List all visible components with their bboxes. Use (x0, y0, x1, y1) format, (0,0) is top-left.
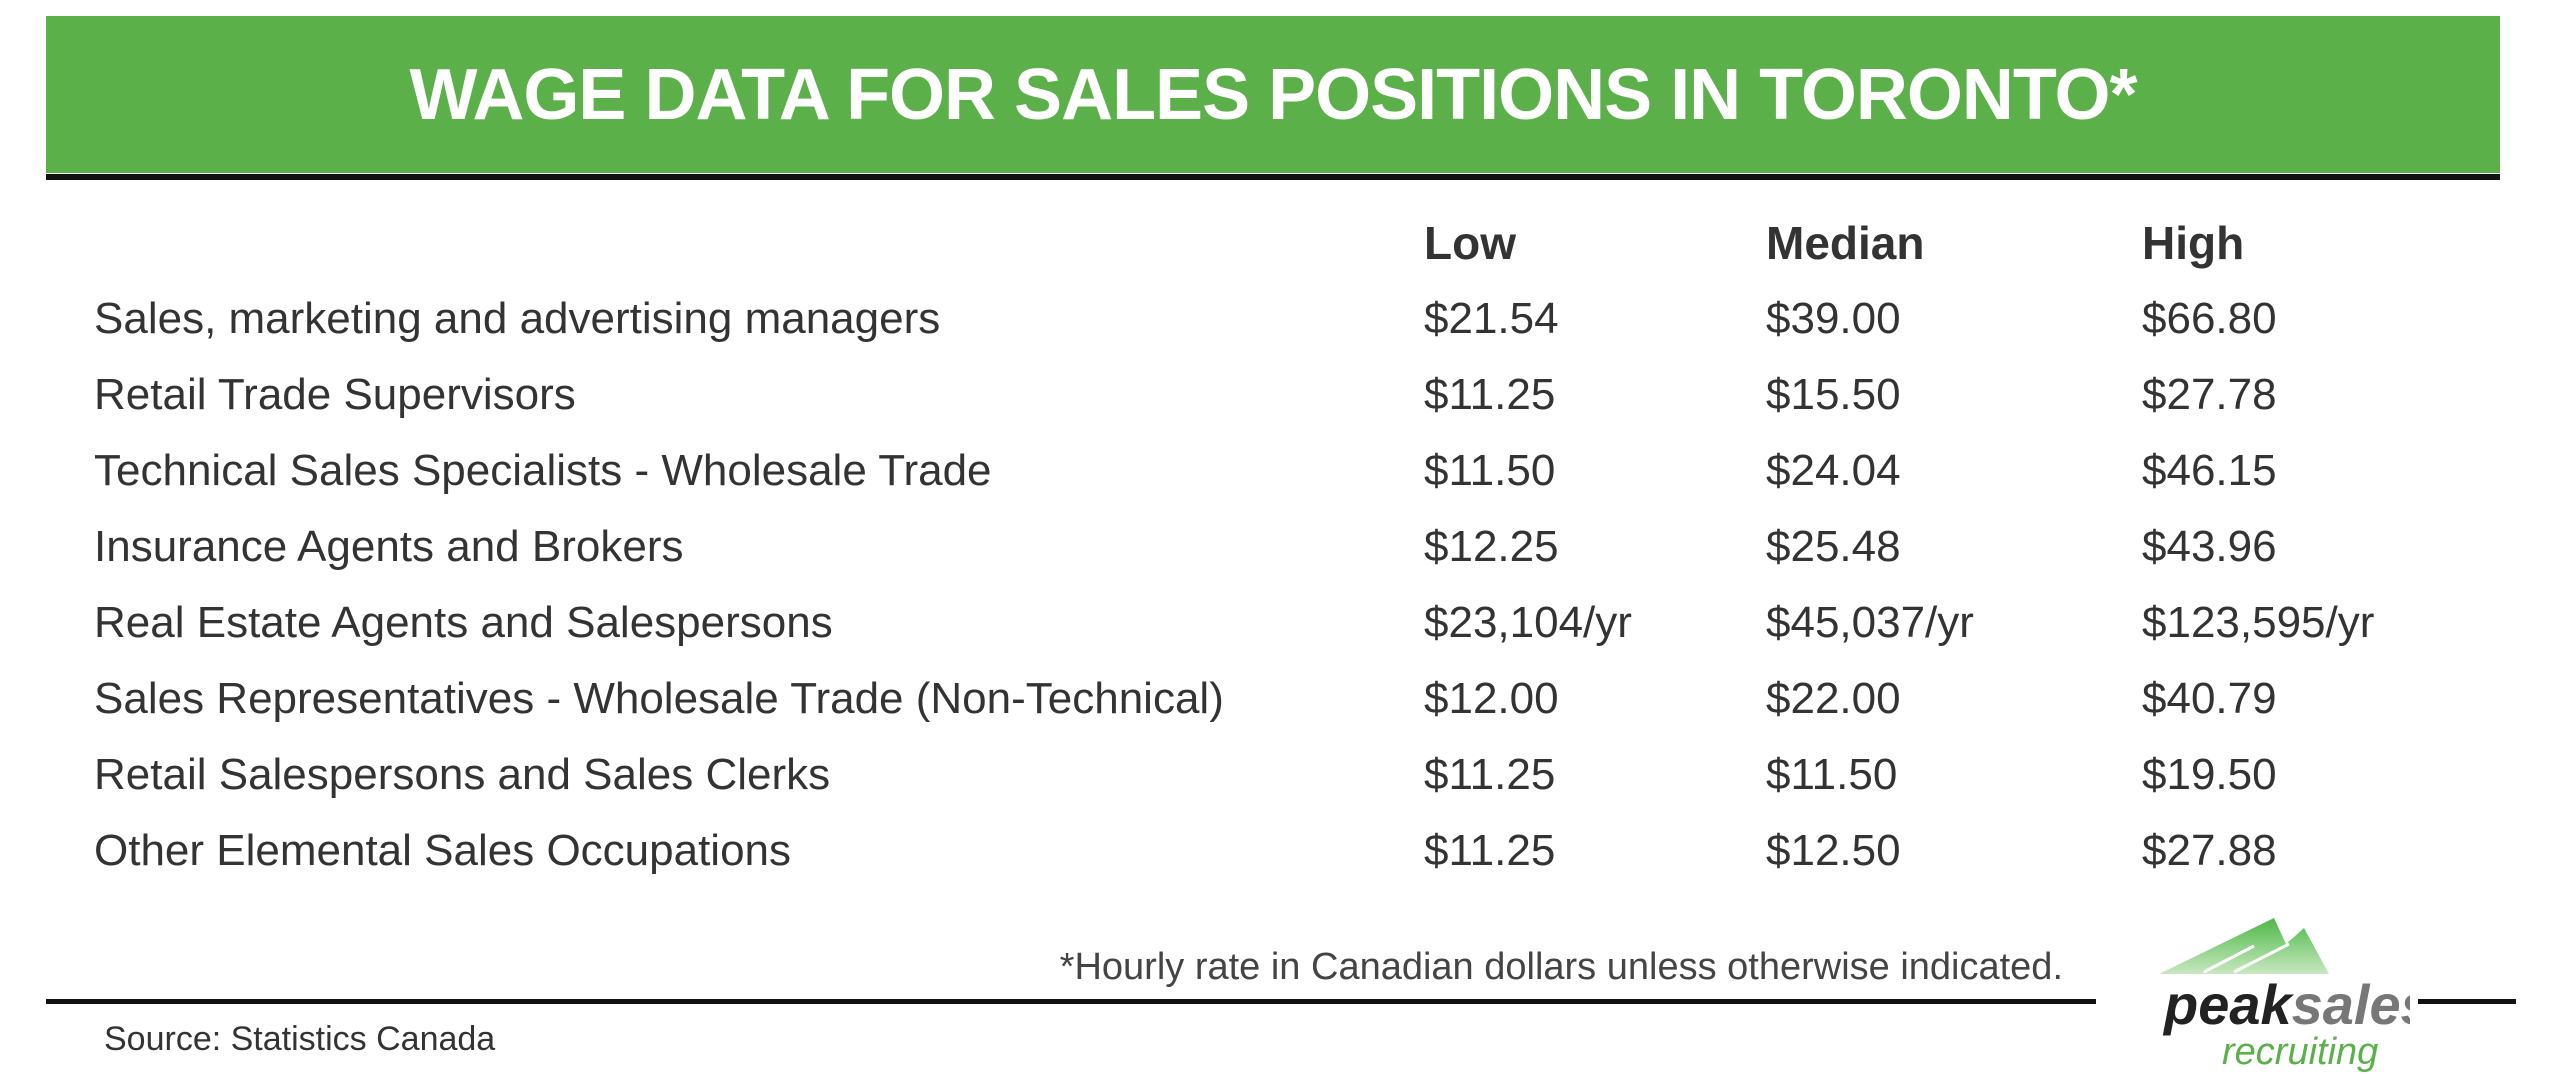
svg-text:recruiting: recruiting (2222, 1031, 2378, 1073)
table-row: Retail Trade Supervisors $11.25 $15.50 $27.… (0, 370, 2550, 446)
low-cell: $12.00 (1424, 674, 1559, 723)
occupation-cell: Technical Sales Specialists - Wholesale … (94, 446, 992, 495)
column-header-low: Low (1424, 217, 1516, 269)
high-cell: $40.79 (2142, 674, 2277, 723)
median-cell: $39.00 (1766, 294, 1901, 343)
median-cell: $45,037/yr (1766, 598, 1974, 647)
low-cell: $12.25 (1424, 522, 1559, 571)
divider (46, 999, 2096, 1004)
svg-text:peaksales: peaksales (2162, 973, 2410, 1036)
table-row: Sales, marketing and advertising manager… (0, 294, 2550, 370)
high-cell: $43.96 (2142, 522, 2277, 571)
occupation-cell: Sales, marketing and advertising manager… (94, 294, 941, 343)
divider (46, 174, 2500, 180)
occupation-cell: Other Elemental Sales Occupations (94, 826, 792, 875)
high-cell: $27.88 (2142, 826, 2277, 875)
median-cell: $24.04 (1766, 446, 1901, 495)
low-cell: $11.25 (1424, 826, 1556, 875)
footnote: *Hourly rate in Canadian dollars unless … (1059, 946, 2063, 988)
column-header-median: Median (1766, 217, 1925, 269)
peaksales-logo: peaksales recruiting (2159, 918, 2410, 1073)
median-cell: $25.48 (1766, 522, 1901, 571)
high-cell: $66.80 (2142, 294, 2277, 343)
low-cell: $11.25 (1424, 370, 1556, 419)
occupation-cell: Sales Representatives - Wholesale Trade … (94, 674, 1224, 723)
occupation-cell: Retail Salespersons and Sales Clerks (94, 750, 831, 799)
low-cell: $21.54 (1424, 294, 1559, 343)
high-cell: $19.50 (2142, 750, 2277, 799)
page-title: WAGE DATA FOR SALES POSITIONS IN TORONTO… (409, 54, 2137, 135)
source-note: Source: Statistics Canada (104, 1020, 496, 1058)
low-cell: $11.25 (1424, 750, 1556, 799)
table-row: Retail Salespersons and Sales Clerks $11.… (0, 750, 2550, 826)
column-header-high: High (2142, 217, 2245, 269)
title-banner: WAGE DATA FOR SALES POSITIONS IN TORONTO… (46, 16, 2500, 173)
mountain-icon (2159, 918, 2329, 974)
high-cell: $27.78 (2142, 370, 2277, 419)
table-row: Other Elemental Sales Occupations $11.25 $… (0, 826, 2550, 902)
low-cell: $11.50 (1424, 446, 1556, 495)
occupation-cell: Insurance Agents and Brokers (94, 522, 684, 571)
table-row: Insurance Agents and Brokers $12.25 $25.48… (0, 522, 2550, 598)
low-cell: $23,104/yr (1424, 598, 1632, 647)
occupation-cell: Retail Trade Supervisors (94, 370, 576, 419)
median-cell: $11.50 (1766, 750, 1898, 799)
median-cell: $22.00 (1766, 674, 1901, 723)
table-row: Real Estate Agents and Salespersons $23,1… (0, 598, 2550, 674)
high-cell: $123,595/yr (2142, 598, 2375, 647)
high-cell: $46.15 (2142, 446, 2277, 495)
table-row: Sales Representatives - Wholesale Trade … (0, 674, 2550, 750)
divider (2418, 999, 2516, 1004)
table-row: Technical Sales Specialists - Wholesale … (0, 446, 2550, 522)
median-cell: $12.50 (1766, 826, 1901, 875)
median-cell: $15.50 (1766, 370, 1901, 419)
occupation-cell: Real Estate Agents and Salespersons (94, 598, 833, 647)
